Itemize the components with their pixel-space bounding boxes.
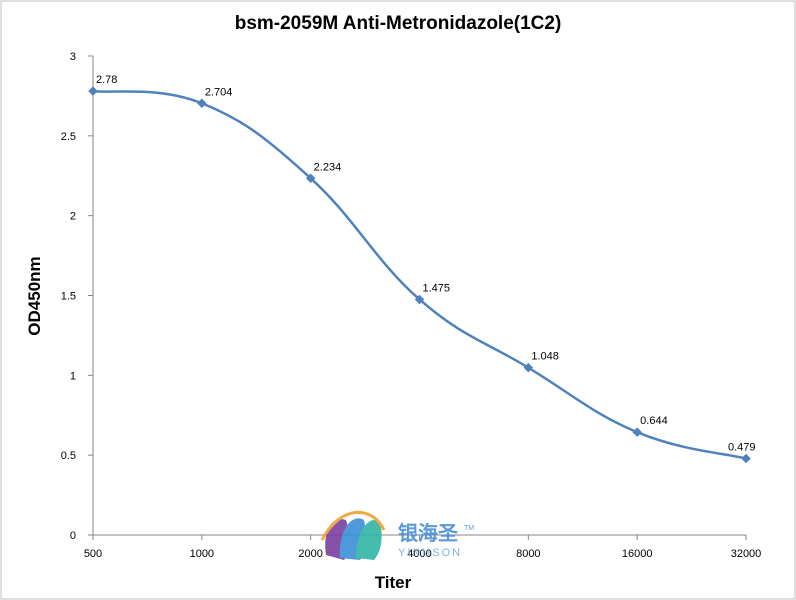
x-tick-label: 32000 [731,548,762,560]
chart-title: bsm-2059M Anti-Metronidazole(1C2) [235,13,562,34]
y-tick-label: 1.5 [61,291,76,303]
logo-text-en: YINHSON [398,547,462,559]
data-labels: 2.78 2.704 2.234 1.475 1.048 0.644 0.479 [96,74,756,453]
data-label: 2.704 [205,86,233,98]
data-point [523,362,534,373]
y-tick-label: 1 [70,370,76,382]
logo-mark-icon [320,511,386,560]
y-ticks: 0 0.5 1 1.5 2 2.5 3 [61,51,93,542]
x-tick-label: 8000 [516,548,540,560]
watermark-logo: 银海圣 TM YINHSON [320,511,474,560]
data-label: 1.048 [531,351,559,363]
x-tick-label: 1000 [190,548,214,560]
y-axis-title: OD450nm [25,256,44,335]
data-label: 1.475 [423,282,451,294]
y-tick-label: 3 [70,51,76,63]
x-tick-label: 4000 [407,548,431,560]
data-label: 0.479 [728,442,756,454]
data-point [196,98,207,109]
data-point [305,173,316,184]
x-tick-label: 500 [84,548,102,560]
data-label: 2.234 [314,161,342,173]
data-point [741,453,751,464]
x-ticks: 500 1000 2000 4000 8000 16000 32000 [84,535,761,560]
x-axis-title: Titer [375,573,412,592]
logo-text-cn: 银海圣 [398,521,459,545]
series-markers [88,86,751,464]
data-point [414,294,425,305]
y-tick-label: 2 [70,211,76,223]
y-tick-label: 0 [70,530,76,542]
x-tick-label: 16000 [622,548,653,560]
logo-tm: TM [464,525,474,532]
data-label: 0.644 [640,415,668,427]
y-tick-label: 2.5 [61,131,76,143]
y-tick-label: 0.5 [61,450,76,462]
data-label: 2.78 [96,74,117,86]
data-point [632,427,643,438]
data-point [88,86,98,96]
x-tick-label: 2000 [298,548,322,560]
